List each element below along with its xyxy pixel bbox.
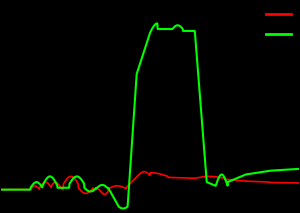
Legend: , : ,	[263, 6, 295, 45]
